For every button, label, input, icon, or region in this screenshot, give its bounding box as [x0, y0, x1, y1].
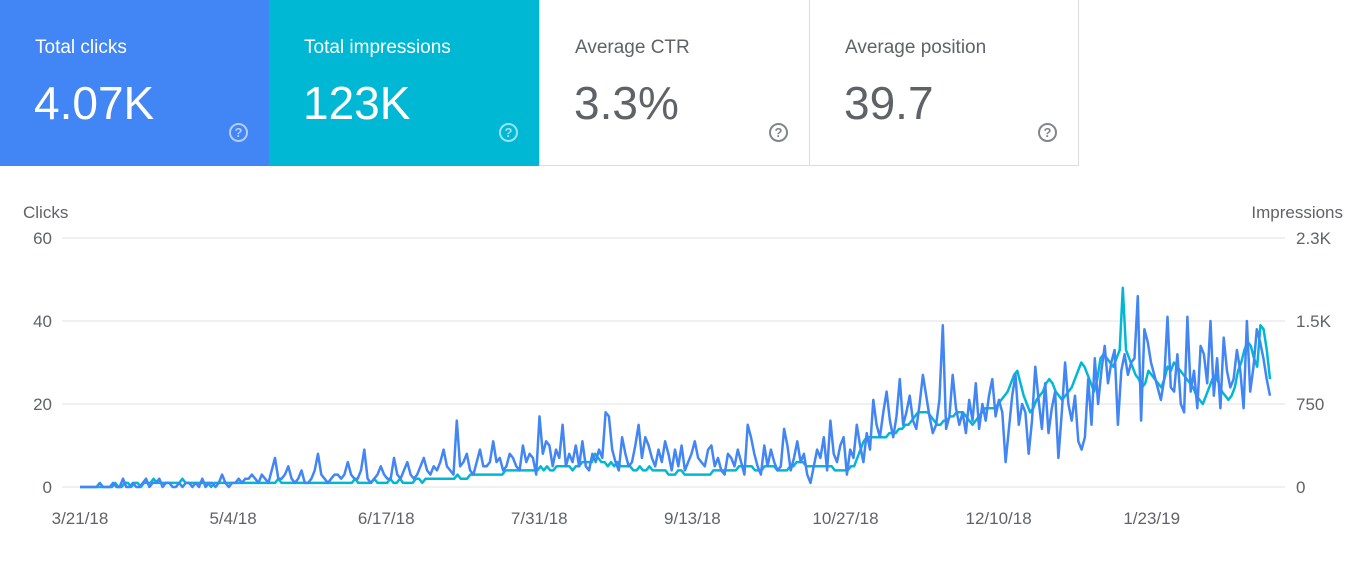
total-clicks-card[interactable]: Total clicks 4.07K ?: [0, 0, 269, 166]
gridlines: [62, 237, 1285, 488]
x-tick-label: 6/17/18: [358, 509, 415, 528]
help-icon[interactable]: ?: [769, 123, 788, 142]
clicks-series-line: [80, 294, 1272, 489]
card-value: 3.3%: [574, 77, 679, 129]
left-tick-label: 60: [33, 229, 52, 248]
right-tick-label: 1.5K: [1296, 312, 1332, 331]
help-icon[interactable]: ?: [229, 123, 248, 142]
x-tick-label: 1/23/19: [1123, 509, 1180, 528]
left-axis-ticks: 0 20 40 60: [33, 229, 52, 497]
right-tick-label: 750: [1296, 395, 1324, 414]
card-label: Total clicks: [35, 37, 127, 58]
metric-cards: Total clicks 4.07K ? Total impressions 1…: [0, 0, 1079, 166]
help-icon[interactable]: ?: [1038, 123, 1057, 142]
help-icon[interactable]: ?: [499, 123, 518, 142]
x-tick-label: 5/4/18: [209, 509, 256, 528]
x-tick-label: 12/10/18: [966, 509, 1032, 528]
left-axis-title: Clicks: [23, 203, 68, 222]
right-tick-label: 2.3K: [1296, 229, 1332, 248]
left-tick-label: 40: [33, 312, 52, 331]
right-axis-title: Impressions: [1251, 203, 1343, 222]
card-value: 4.07K: [34, 77, 155, 129]
x-tick-label: 7/31/18: [511, 509, 568, 528]
left-tick-label: 0: [43, 478, 52, 497]
x-tick-label: 9/13/18: [664, 509, 721, 528]
card-label: Average position: [845, 37, 987, 58]
card-label: Total impressions: [304, 37, 451, 58]
average-ctr-card[interactable]: Average CTR 3.3% ?: [539, 0, 809, 166]
card-label: Average CTR: [575, 37, 690, 58]
right-axis-ticks: 0 750 1.5K 2.3K: [1296, 229, 1332, 497]
card-value: 123K: [303, 77, 411, 129]
x-tick-label: 3/21/18: [52, 509, 109, 528]
series-lines: [80, 286, 1272, 489]
card-value: 39.7: [844, 77, 934, 129]
total-impressions-card[interactable]: Total impressions 123K ?: [269, 0, 539, 166]
x-axis-ticks: 3/21/18 5/4/18 6/17/18 7/31/18 9/13/18 10/27/…: [52, 509, 1180, 528]
average-position-card[interactable]: Average position 39.7 ?: [809, 0, 1079, 166]
right-tick-label: 0: [1296, 478, 1305, 497]
left-tick-label: 20: [33, 395, 52, 414]
x-tick-label: 10/27/18: [812, 509, 878, 528]
